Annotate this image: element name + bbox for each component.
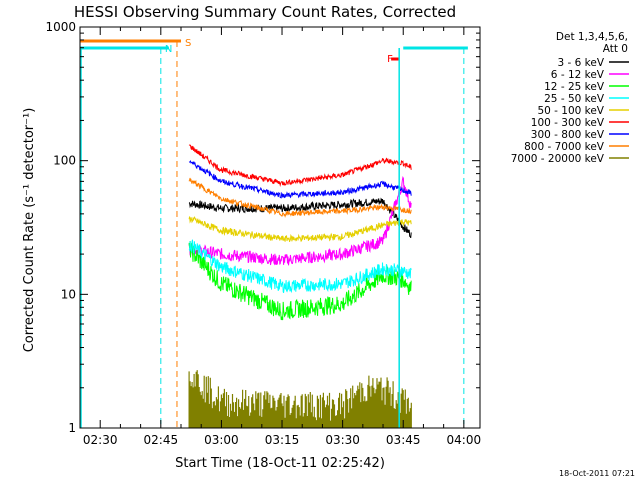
timestamp: 18-Oct-2011 07:21 [559,469,635,478]
x-axis-label: Start Time (18-Oct-11 02:25:42) [175,456,385,471]
y-tick-label: 10 [61,287,76,301]
plot-area: S N F [80,38,468,428]
series-6-12-kev [188,175,412,266]
axes: 02:30 02:45 03:00 03:15 03:30 03:45 04:00 1 10 10… [45,20,481,447]
series-50-100-kev [188,216,412,243]
x-tick-label: 02:30 [83,433,118,447]
legend-label: 50 - 100 keV [537,105,604,117]
chart-title: HESSI Observing Summary Count Rates, Cor… [74,3,456,21]
x-tick-label: 04:00 [447,433,482,447]
marker-n: N [165,44,172,55]
series-100-300-kev [188,144,412,188]
series-12-25-kev [188,240,412,321]
x-tick-label: 03:45 [386,433,421,447]
y-tick-label: 100 [53,154,76,168]
legend-label: 25 - 50 keV [544,93,605,105]
legend-label: 12 - 25 keV [544,81,605,93]
legend-title-line: Att 0 [603,43,628,55]
y-tick-label: 1000 [45,20,76,34]
legend-label: 100 - 300 keV [531,117,605,129]
y-axis-label: Corrected Count Rate (s⁻¹ detector⁻¹) [22,108,37,353]
legend-label: 800 - 7000 keV [524,141,605,153]
x-tick-label: 03:00 [204,433,239,447]
marker-f: F [387,54,393,65]
legend-title-line: Det 1,3,4,5,6, [556,31,628,43]
series-800-7000-kev [188,177,412,218]
legend-label: 7000 - 20000 keV [511,153,605,165]
legend-label: 3 - 6 keV [557,57,604,69]
x-tick-label: 02:45 [144,433,179,447]
series-300-800-kev [188,160,412,199]
y-tick-label: 1 [68,421,76,435]
series-25-50-kev [188,239,412,294]
legend-label: 6 - 12 keV [551,69,605,81]
x-tick-label: 03:15 [265,433,300,447]
x-tick-label: 03:30 [325,433,360,447]
marker-s: S [185,38,191,49]
series-7000-20000-kev [188,370,412,428]
plot-frame [79,26,481,429]
legend-label: 300 - 800 keV [531,129,605,141]
